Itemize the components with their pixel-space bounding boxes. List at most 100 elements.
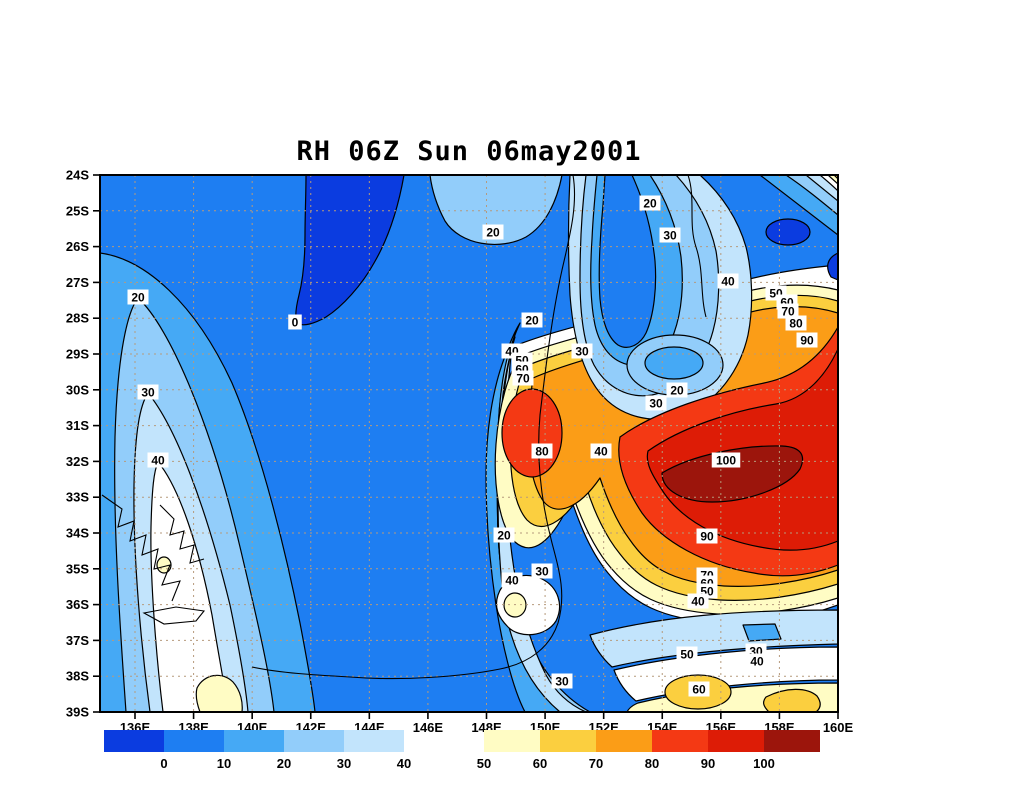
contour-label-box bbox=[147, 452, 169, 468]
contour-band bbox=[763, 688, 821, 712]
colorbar-cell bbox=[344, 730, 404, 752]
coastline bbox=[251, 175, 576, 680]
contour-band bbox=[429, 175, 563, 245]
contour-label-box bbox=[687, 593, 709, 609]
contour-band bbox=[501, 388, 563, 478]
y-tick-label: 36S bbox=[66, 597, 89, 612]
colorbar-cell bbox=[540, 730, 596, 752]
contour-label: 40 bbox=[594, 444, 608, 458]
contour-band bbox=[589, 609, 838, 668]
contour-label: 30 bbox=[649, 396, 663, 410]
coastline bbox=[101, 494, 181, 602]
contour-label: 20 bbox=[643, 196, 657, 210]
colorbar-label: 20 bbox=[277, 756, 291, 771]
contour-label-box bbox=[785, 315, 807, 331]
colorbar-cell bbox=[708, 730, 764, 752]
colorbar-cell bbox=[104, 730, 164, 752]
contour-label: 20 bbox=[497, 528, 511, 542]
contour-band bbox=[150, 461, 229, 712]
coastline bbox=[142, 606, 206, 625]
contour-label: 80 bbox=[789, 316, 803, 330]
contour-label-box bbox=[137, 384, 159, 400]
contour-label: 30 bbox=[141, 385, 155, 399]
contour-label-box bbox=[711, 452, 741, 468]
contour-label-box bbox=[482, 224, 504, 240]
contour-label-box bbox=[571, 343, 593, 359]
contour-label: 20 bbox=[670, 383, 684, 397]
colorbar-cell bbox=[284, 730, 344, 752]
y-tick-label: 37S bbox=[66, 633, 89, 648]
contour-band bbox=[195, 674, 243, 712]
contour-label-box bbox=[676, 646, 698, 662]
colorbar-cell bbox=[652, 730, 708, 752]
y-tick-label: 38S bbox=[66, 669, 89, 684]
contour-label-box bbox=[666, 382, 688, 398]
contour-label-box bbox=[590, 443, 612, 459]
contour-label-box bbox=[288, 314, 302, 330]
contour-label-box bbox=[746, 653, 768, 669]
page-title: RH 06Z Sun 06may2001 bbox=[296, 136, 642, 167]
y-tick-label: 33S bbox=[66, 490, 89, 505]
contour-label: 60 bbox=[692, 682, 706, 696]
y-tick-label: 27S bbox=[66, 275, 89, 290]
contour-band bbox=[765, 218, 811, 246]
contour-label: 40 bbox=[691, 594, 705, 608]
contour-label: 20 bbox=[525, 313, 539, 327]
contour-label-box bbox=[493, 527, 515, 543]
y-tick-label: 25S bbox=[66, 203, 89, 218]
colorbar-label: 10 bbox=[217, 756, 231, 771]
colorbar-label: 0 bbox=[160, 756, 167, 771]
contour-label: 30 bbox=[663, 228, 677, 242]
colorbar-cell bbox=[764, 730, 820, 752]
colorbar-label: 70 bbox=[589, 756, 603, 771]
contour-band bbox=[598, 175, 657, 348]
contour-label-box bbox=[127, 289, 149, 305]
contour-label-box bbox=[551, 673, 573, 689]
coastline bbox=[687, 175, 707, 318]
colorbar-label: 80 bbox=[645, 756, 659, 771]
contour-label-box bbox=[796, 332, 818, 348]
y-tick-label: 31S bbox=[66, 418, 89, 433]
colorbar-label: 60 bbox=[533, 756, 547, 771]
contour-label-box bbox=[696, 528, 718, 544]
y-tick-label: 39S bbox=[66, 705, 89, 720]
y-tick-label: 35S bbox=[66, 561, 89, 576]
contour-label: 70 bbox=[781, 304, 795, 318]
contour-label: 50 bbox=[680, 647, 694, 661]
contour-label-box bbox=[717, 273, 739, 289]
colorbar-label: 50 bbox=[477, 756, 491, 771]
y-tick-label: 30S bbox=[66, 382, 89, 397]
contour-label: 70 bbox=[516, 371, 530, 385]
colorbar-label: 40 bbox=[397, 756, 411, 771]
colorbar-label: 30 bbox=[337, 756, 351, 771]
y-tick-label: 34S bbox=[66, 526, 89, 541]
y-tick-label: 32S bbox=[66, 454, 89, 469]
contour-label-box bbox=[688, 681, 710, 697]
contour-band bbox=[644, 346, 704, 380]
contour-label-box bbox=[777, 303, 799, 319]
contour-label: 20 bbox=[131, 290, 145, 304]
contour-label: 90 bbox=[700, 529, 714, 543]
x-tick-label: 160E bbox=[823, 720, 854, 735]
contour-label-box bbox=[659, 227, 681, 243]
contour-label: 30 bbox=[575, 344, 589, 358]
contour-label: 40 bbox=[721, 274, 735, 288]
contour-label-box bbox=[501, 572, 523, 588]
contour-label: 40 bbox=[750, 654, 764, 668]
colorbar-label: 100 bbox=[753, 756, 775, 771]
y-tick-label: 28S bbox=[66, 311, 89, 326]
plot-frame bbox=[99, 174, 839, 713]
contour-band bbox=[742, 623, 782, 642]
contour-label: 40 bbox=[151, 453, 165, 467]
contour-label: 100 bbox=[716, 453, 736, 467]
contour-label: 90 bbox=[800, 333, 814, 347]
contour-label-box bbox=[639, 195, 661, 211]
contour-label: 30 bbox=[535, 564, 549, 578]
y-tick-label: 26S bbox=[66, 239, 89, 254]
contour-band bbox=[661, 445, 804, 503]
colorbar-cell bbox=[164, 730, 224, 752]
coastline bbox=[159, 504, 205, 564]
